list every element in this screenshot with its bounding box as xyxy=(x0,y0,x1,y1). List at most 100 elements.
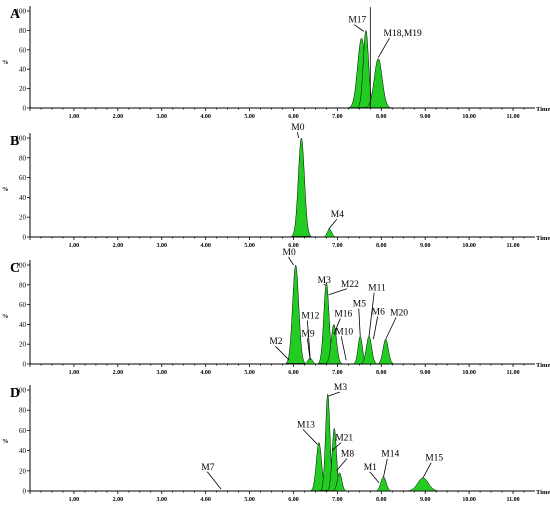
panel-c: C% 0 20 40 60 80 100 1.00 2.00 3.00 4.00 5.00 6.00 7.… xyxy=(2,248,550,376)
panel-a: A% 0 20 40 60 80 100 1.00 2.00 3.00 4.00 5.00 6.00 7.… xyxy=(2,6,550,120)
chromatogram-peak xyxy=(375,476,392,492)
x-tick-label: 8.00 xyxy=(376,497,387,503)
x-tick-label: 9.00 xyxy=(420,370,431,376)
x-tick-label: 6.00 xyxy=(288,114,299,120)
x-tick-label: 10.00 xyxy=(462,114,476,120)
label-leader xyxy=(422,462,432,479)
y-tick-label: 100 xyxy=(16,8,27,16)
y-tick-label: 0 xyxy=(23,361,27,369)
panel-letter: C xyxy=(10,261,20,276)
x-tick-label: 5.00 xyxy=(244,243,255,249)
x-tick-label: 1.00 xyxy=(69,370,80,376)
y-tick-label: 80 xyxy=(19,407,27,415)
y-tick-label: 60 xyxy=(19,46,27,54)
chromatogram-peak xyxy=(303,357,318,365)
x-tick-label: 10.00 xyxy=(462,497,476,503)
label-leader xyxy=(206,471,222,490)
y-tick-label: 20 xyxy=(19,214,27,222)
x-tick-label: 5.00 xyxy=(244,497,255,503)
y-tick-label: 40 xyxy=(19,194,27,202)
x-axis-title: Time xyxy=(536,106,550,113)
y-tick-label: 40 xyxy=(19,447,27,455)
peak-label: M8 xyxy=(341,450,354,460)
peak-label: M17 xyxy=(348,16,366,26)
y-tick-label: 0 xyxy=(23,488,27,496)
label-leader xyxy=(369,471,380,484)
peak-label: M9 xyxy=(301,329,314,339)
x-tick-label: 4.00 xyxy=(200,114,211,120)
x-tick-label: 6.00 xyxy=(288,243,299,249)
peak-label: M18,M19 xyxy=(384,29,423,39)
x-tick-label: 1.00 xyxy=(69,243,80,249)
x-axis-title: Time xyxy=(536,362,550,369)
y-tick-label: 0 xyxy=(23,105,27,113)
label-leader xyxy=(328,391,341,397)
y-tick-label: 100 xyxy=(16,387,27,395)
label-leader xyxy=(275,345,290,361)
y-tick-label: 60 xyxy=(19,301,27,309)
label-leader xyxy=(385,317,397,340)
x-axis-title: Time xyxy=(536,489,550,496)
y-axis-unit: % xyxy=(2,438,9,445)
label-leader xyxy=(383,458,388,477)
peak-label: M0 xyxy=(291,123,304,133)
chromatogram-peak xyxy=(322,228,337,238)
x-tick-label: 4.00 xyxy=(200,497,211,503)
x-tick-label: 2.00 xyxy=(113,370,124,376)
peak-label: M1 xyxy=(364,463,377,473)
peak-label: M16 xyxy=(334,309,352,319)
chromatogram-peak xyxy=(325,324,343,365)
chromatogram-peak xyxy=(360,335,378,365)
label-leader xyxy=(296,131,300,139)
label-leader xyxy=(340,336,347,361)
x-tick-label: 11.00 xyxy=(506,370,519,376)
y-tick-label: 80 xyxy=(19,27,27,35)
label-leader xyxy=(373,316,379,340)
x-tick-label: 1.00 xyxy=(69,114,80,120)
chromatogram-peak xyxy=(290,137,312,237)
chromatogram-peak xyxy=(332,472,347,492)
x-tick-label: 3.00 xyxy=(156,370,167,376)
x-tick-label: 5.00 xyxy=(244,114,255,120)
label-leader xyxy=(328,288,348,296)
panel-letter: D xyxy=(10,386,20,401)
peak-label: M2 xyxy=(269,337,282,347)
x-tick-label: 2.00 xyxy=(113,497,124,503)
y-tick-label: 20 xyxy=(19,85,27,93)
y-tick-label: 60 xyxy=(19,174,27,182)
x-tick-label: 9.00 xyxy=(420,243,431,249)
peak-label: M20 xyxy=(390,308,408,318)
y-tick-label: 40 xyxy=(19,321,27,329)
label-leader xyxy=(354,24,364,32)
x-tick-label: 8.00 xyxy=(376,114,387,120)
peak-label: M7 xyxy=(201,463,214,473)
label-leader xyxy=(331,442,342,451)
peak-label: M3 xyxy=(318,276,331,286)
peak-label: M3 xyxy=(334,383,347,393)
peak-label: M0 xyxy=(283,248,296,258)
x-tick-label: 4.00 xyxy=(200,243,211,249)
x-tick-label: 7.00 xyxy=(332,370,343,376)
x-tick-label: 11.00 xyxy=(506,243,519,249)
x-tick-label: 7.00 xyxy=(332,243,343,249)
x-tick-label: 10.00 xyxy=(462,370,476,376)
label-leader xyxy=(328,218,338,230)
label-leader xyxy=(368,292,375,337)
x-tick-label: 8.00 xyxy=(376,243,387,249)
panel-letter: B xyxy=(10,134,19,149)
x-tick-label: 10.00 xyxy=(462,243,476,249)
x-tick-label: 11.00 xyxy=(506,497,519,503)
x-tick-label: 2.00 xyxy=(113,114,124,120)
peak-label: M13 xyxy=(297,420,315,430)
y-tick-label: 20 xyxy=(19,341,27,349)
peak-label: M10 xyxy=(335,327,353,337)
x-tick-label: 1.00 xyxy=(69,497,80,503)
label-leader xyxy=(306,338,311,361)
x-tick-label: 3.00 xyxy=(156,497,167,503)
peak-label: M21 xyxy=(335,434,353,444)
x-tick-label: 6.00 xyxy=(288,497,299,503)
x-tick-label: 7.00 xyxy=(332,114,343,120)
x-axis-title: Time xyxy=(536,235,550,242)
